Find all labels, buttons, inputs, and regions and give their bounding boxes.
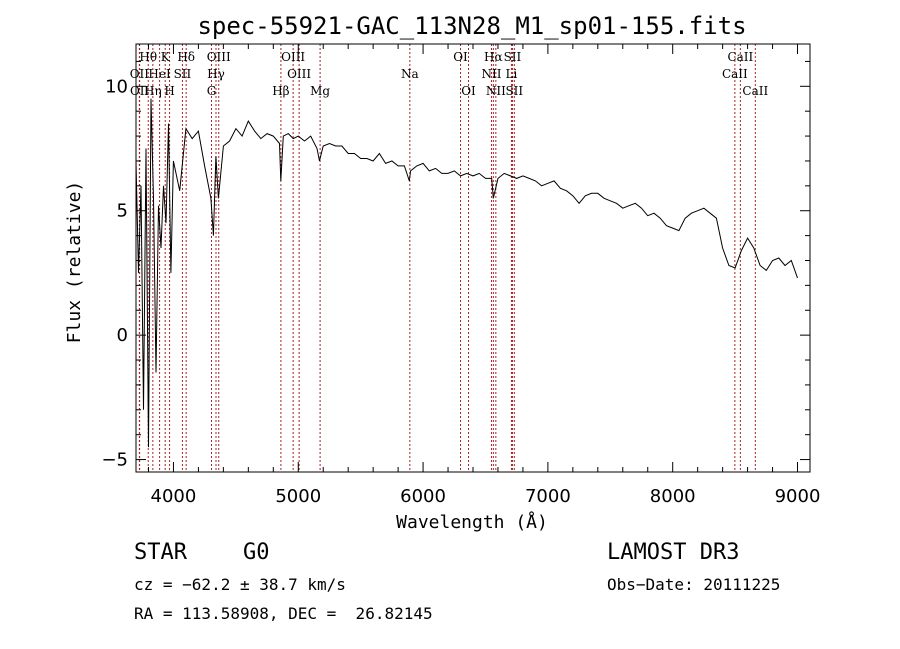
y-tick-label: 5 xyxy=(117,201,128,222)
redshift-velocity: cz = −62.2 ± 38.7 km/s xyxy=(134,575,346,594)
y-tick-label: 0 xyxy=(117,325,128,346)
line-label-mg-15: Mg xyxy=(310,84,330,98)
line-label-hα-19: Hα xyxy=(484,50,503,64)
line-label-hθ-0: Hθ xyxy=(139,50,157,64)
coordinates: RA = 113.58908, DEC = 26.82145 xyxy=(134,604,433,623)
x-tick-label: 5000 xyxy=(275,486,321,507)
x-tick-label: 9000 xyxy=(775,486,821,507)
line-label-oi-17: OI xyxy=(453,50,468,64)
y-axis-label: Flux (relative) xyxy=(64,181,85,344)
observation-date: Obs−Date: 20111225 xyxy=(607,575,781,594)
line-label-hei-5: HeI xyxy=(148,67,171,81)
line-label-h-6: H xyxy=(164,84,174,98)
plot-frame xyxy=(135,43,811,473)
x-tick-label: 8000 xyxy=(650,486,696,507)
line-label-oi-18: OI xyxy=(461,84,476,98)
line-label-hη-3: Hη xyxy=(144,84,162,98)
line-label-sii-8: SII xyxy=(174,67,192,81)
line-label-hδ-7: Hδ xyxy=(177,50,195,64)
object-subclass: G0 xyxy=(243,540,270,565)
line-label-na-16: Na xyxy=(401,67,419,81)
line-label-oii-1: OII xyxy=(130,67,150,81)
line-label-caii-26: CaII xyxy=(722,67,748,81)
x-axis-label: Wavelength (Å) xyxy=(396,511,548,533)
line-label-oiii-12: OIII xyxy=(281,50,305,64)
line-label-li-23: Li xyxy=(506,67,518,81)
line-label-g-11: G xyxy=(207,84,217,98)
object-class: STAR xyxy=(134,540,187,565)
x-axis-ticks: 4000 5000 6000 7000 8000 9000 xyxy=(147,44,821,507)
line-label-caii-25: CaII xyxy=(727,50,753,64)
line-label-nii-21: NII xyxy=(486,84,506,98)
y-tick-label: 10 xyxy=(105,76,128,97)
line-label-k-4: K xyxy=(161,50,171,64)
x-tick-label: 7000 xyxy=(525,486,571,507)
spectrum-line xyxy=(135,98,798,448)
y-axis-ticks: −5 0 5 10 xyxy=(101,60,810,471)
line-label-sii-22: SII xyxy=(504,50,522,64)
line-label-hγ-10: Hγ xyxy=(207,67,225,81)
x-tick-label: 6000 xyxy=(400,486,446,507)
line-label-sii-24: SII xyxy=(505,84,523,98)
line-label-oiii-13: OIII xyxy=(287,67,311,81)
survey-name: LAMOST DR3 xyxy=(607,540,740,565)
line-label-nii-20: NII xyxy=(481,67,501,81)
spectral-line-markers xyxy=(138,44,756,472)
line-label-oiii-9: OIII xyxy=(207,50,231,64)
line-label-oii-2: OII xyxy=(130,84,150,98)
y-tick-label: −5 xyxy=(101,450,128,471)
line-label-hβ-14: Hβ xyxy=(272,84,289,98)
line-label-caii-27: CaII xyxy=(742,84,768,98)
x-tick-label: 4000 xyxy=(151,486,197,507)
chart-title: spec-55921-GAC_113N28_M1_sp01-155.fits xyxy=(197,12,746,40)
